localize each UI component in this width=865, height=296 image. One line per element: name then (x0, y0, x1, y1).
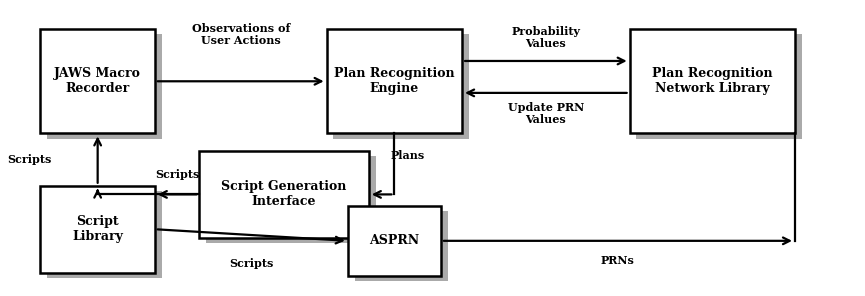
FancyBboxPatch shape (637, 34, 802, 139)
Text: Scripts: Scripts (229, 258, 273, 269)
FancyBboxPatch shape (41, 29, 155, 133)
Text: Scripts: Scripts (155, 169, 199, 180)
Text: Plans: Plans (390, 150, 425, 161)
FancyBboxPatch shape (630, 29, 795, 133)
Text: Plan Recognition
Engine: Plan Recognition Engine (334, 67, 455, 95)
Text: Update PRN
Values: Update PRN Values (508, 102, 584, 126)
FancyBboxPatch shape (333, 34, 469, 139)
Text: PRNs: PRNs (601, 255, 635, 266)
Text: Observations of
User Actions: Observations of User Actions (191, 23, 290, 46)
FancyBboxPatch shape (327, 29, 462, 133)
Text: Probability
Values: Probability Values (511, 25, 580, 49)
Text: Scripts: Scripts (8, 154, 52, 165)
FancyBboxPatch shape (355, 211, 448, 281)
Text: JAWS Macro
Recorder: JAWS Macro Recorder (54, 67, 141, 95)
FancyBboxPatch shape (200, 151, 369, 238)
Text: Script
Library: Script Library (72, 215, 123, 243)
FancyBboxPatch shape (41, 186, 155, 273)
Text: Plan Recognition
Network Library: Plan Recognition Network Library (652, 67, 772, 95)
Text: ASPRN: ASPRN (369, 234, 420, 247)
FancyBboxPatch shape (206, 156, 375, 243)
FancyBboxPatch shape (48, 34, 162, 139)
Text: Script Generation
Interface: Script Generation Interface (221, 181, 347, 208)
FancyBboxPatch shape (48, 191, 162, 278)
FancyBboxPatch shape (348, 206, 441, 276)
